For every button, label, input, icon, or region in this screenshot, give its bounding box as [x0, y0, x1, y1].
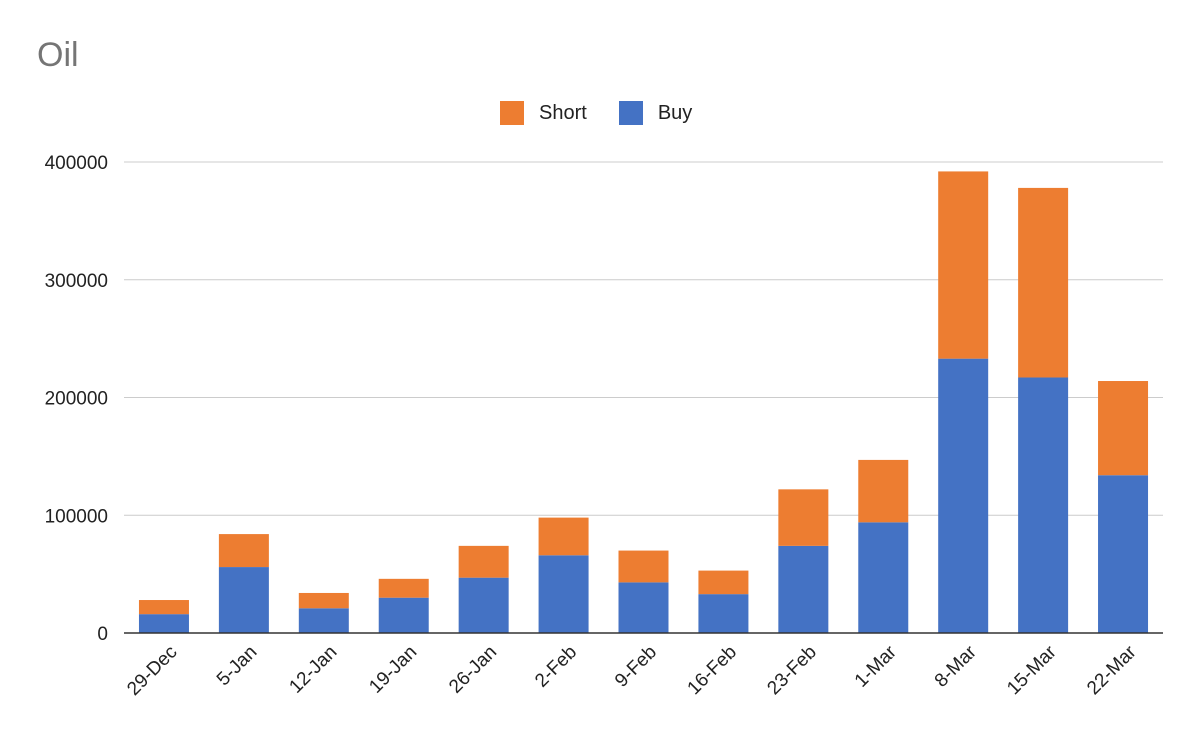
- x-tick-label: 15-Mar: [1003, 641, 1061, 699]
- bar-buy-9-Feb: [618, 582, 669, 633]
- legend-item-buy: Buy: [618, 101, 693, 125]
- legend-label-short: Short: [539, 101, 587, 124]
- bar-short-12-Jan: [298, 592, 349, 609]
- y-axis-ticks: 0 100000 200000 300000 400000: [45, 153, 108, 645]
- x-tick-label: 5-Jan: [213, 642, 261, 690]
- legend-item-short: Short: [500, 101, 587, 125]
- x-tick-label: 26-Jan: [445, 642, 501, 698]
- bar-buy-15-Mar: [1018, 377, 1069, 633]
- bar-buy-8-Mar: [938, 358, 989, 633]
- x-tick-label: 29-Dec: [123, 642, 181, 700]
- bar-buy-29-Dec: [138, 614, 189, 633]
- bar-short-9-Feb: [618, 550, 669, 583]
- bar-buy-2-Feb: [538, 555, 589, 633]
- bar-short-1-Mar: [858, 459, 909, 523]
- bar-buy-23-Feb: [778, 545, 829, 633]
- x-tick-label: 1-Mar: [851, 641, 901, 691]
- bar-buy-12-Jan: [298, 608, 349, 633]
- x-tick-label: 8-Mar: [931, 641, 981, 691]
- x-tick-label: 9-Feb: [611, 642, 661, 692]
- bar-short-23-Feb: [778, 489, 829, 546]
- bar-buy-16-Feb: [698, 594, 749, 633]
- bar-short-8-Mar: [938, 171, 989, 359]
- bar-short-16-Feb: [698, 570, 749, 595]
- bar-buy-22-Mar: [1098, 475, 1149, 633]
- x-tick-label: 12-Jan: [285, 642, 341, 698]
- legend-swatch-buy: [618, 101, 643, 125]
- bar-short-22-Mar: [1098, 381, 1149, 476]
- bar-short-19-Jan: [378, 578, 429, 598]
- legend-swatch-short: [500, 101, 524, 125]
- y-tick-label: 100000: [45, 506, 108, 527]
- legend-label-buy: Buy: [657, 101, 693, 124]
- bar-short-29-Dec: [138, 600, 189, 615]
- y-tick-label: 200000: [45, 389, 108, 410]
- bar-short-2-Feb: [538, 517, 589, 556]
- chart-title: Oil: [37, 36, 79, 74]
- bar-buy-5-Jan: [218, 567, 269, 633]
- y-tick-label: 300000: [45, 271, 108, 292]
- chart-legend: Short Buy: [500, 101, 724, 125]
- x-tick-label: 23-Feb: [763, 642, 820, 699]
- bar-buy-26-Jan: [458, 577, 509, 633]
- bar-short-5-Jan: [218, 534, 269, 568]
- gridlines: [124, 161, 1163, 516]
- bar-buy-19-Jan: [378, 597, 429, 633]
- bar-short-15-Mar: [1018, 187, 1069, 378]
- bars: [138, 171, 1149, 633]
- x-tick-label: 16-Feb: [684, 642, 741, 699]
- y-tick-label: 0: [97, 624, 108, 645]
- x-tick-label: 19-Jan: [365, 642, 421, 698]
- bar-short-26-Jan: [458, 545, 509, 578]
- x-tick-label: 2-Feb: [531, 642, 581, 692]
- bar-buy-1-Mar: [858, 522, 909, 633]
- y-tick-label: 400000: [45, 153, 108, 174]
- x-axis-ticks: 29-Dec 5-Jan 12-Jan 19-Jan 26-Jan 2-Feb 9-Feb 1…: [123, 641, 1141, 700]
- x-tick-label: 22-Mar: [1083, 641, 1141, 699]
